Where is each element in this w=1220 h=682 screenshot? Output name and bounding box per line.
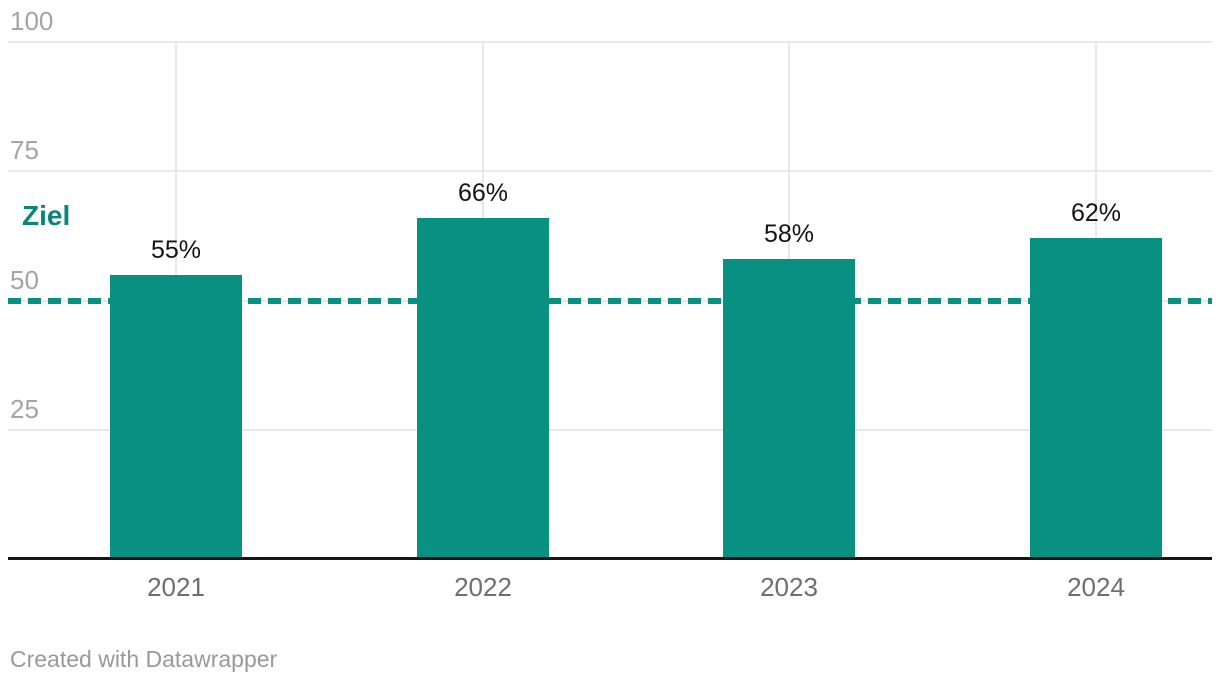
- bar-2024[interactable]: [1030, 238, 1162, 557]
- y-tick-label-25: 25: [10, 394, 39, 424]
- value-label-2024: 62%: [1070, 199, 1122, 227]
- category-label-2022: 2022: [454, 572, 512, 602]
- bar-2022[interactable]: [417, 218, 549, 557]
- y-tick-label-100: 100: [10, 6, 54, 36]
- y-tick-label-50: 50: [10, 265, 39, 295]
- gridline-h-75: [8, 170, 1212, 172]
- y-tick-label-75: 75: [10, 135, 39, 165]
- value-label-2023: 58%: [763, 220, 815, 248]
- category-label-2024: 2024: [1067, 572, 1125, 602]
- category-label-2021: 2021: [147, 572, 205, 602]
- bar-2021[interactable]: [110, 275, 242, 557]
- gridline-h-25: [8, 429, 1212, 431]
- gridline-h-100: [8, 41, 1212, 43]
- category-label-2023: 2023: [760, 572, 818, 602]
- target-reference-label: Ziel: [22, 200, 71, 231]
- value-label-2021: 55%: [150, 236, 202, 264]
- value-label-2022: 66%: [457, 179, 509, 207]
- bar-2023[interactable]: [723, 259, 855, 557]
- target-reference-line: [8, 298, 1212, 304]
- datawrapper-credit-link[interactable]: Created with Datawrapper: [10, 646, 278, 672]
- x-axis-line: [8, 557, 1212, 560]
